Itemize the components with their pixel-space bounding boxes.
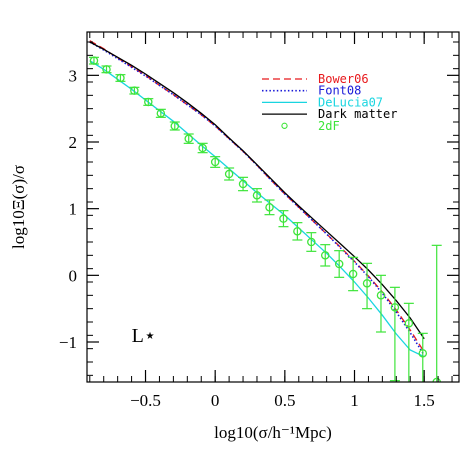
x-tick-label: −0.5 — [130, 391, 161, 410]
legend-label-font08: Font08 — [318, 84, 361, 98]
data-point-2df — [130, 86, 139, 95]
data-point-2df — [144, 97, 153, 107]
y-tick-label: −1 — [59, 333, 77, 352]
x-axis-label: log10(σ/h⁻¹Mpc) — [214, 423, 332, 442]
annotation-lstar: L⋆ — [132, 325, 157, 347]
data-point-2df — [224, 169, 234, 179]
data-point-2df — [362, 279, 372, 288]
y-tick-label: 3 — [69, 66, 78, 85]
data-point-2df — [156, 109, 166, 118]
ticks-layer: −0.5 0 0.5 1 1.5 −1 0 1 2 3 — [59, 32, 459, 410]
data-point-2df — [279, 214, 288, 223]
x-tick-label: 1 — [350, 391, 359, 410]
data-point-2df — [170, 121, 180, 131]
data-point-2df — [238, 179, 248, 189]
data-point-2df — [293, 227, 302, 236]
data-point-2df — [265, 203, 274, 212]
data-point-2df — [334, 259, 344, 269]
data-point-2df — [320, 251, 330, 260]
y-tick-label: 0 — [69, 266, 78, 285]
legend-label-delucia07: DeLucia07 — [318, 95, 383, 109]
plot-frame — [86, 31, 460, 383]
x-tick-label: 0.5 — [274, 391, 295, 410]
data-point-2df — [184, 134, 193, 143]
series-layer — [88, 40, 442, 382]
data-point-2df — [418, 349, 428, 358]
data-point-2df — [376, 291, 386, 300]
legend-label-bower06: Bower06 — [318, 72, 369, 86]
data-point-2df — [404, 319, 414, 328]
data-point-2df — [116, 73, 125, 83]
data-point-2df — [307, 237, 316, 247]
series-line-dark-matter — [89, 41, 425, 340]
data-point-2df — [89, 56, 99, 65]
data-point-2df — [390, 303, 400, 312]
y-tick-label: 2 — [69, 133, 78, 152]
data-point-2df — [210, 157, 220, 167]
y-tick-label: 1 — [69, 200, 78, 219]
legend-label-dark-matter: Dark matter — [318, 107, 397, 121]
legend-marker-2df — [281, 122, 288, 129]
data-point-2df — [198, 143, 207, 153]
data-point-2df — [348, 269, 358, 279]
y-axis-label: log10Ξ(σ)/σ — [9, 165, 28, 249]
x-tick-label: 1.5 — [414, 391, 435, 410]
data-point-2df — [102, 65, 111, 74]
legend-label-2df: 2dF — [318, 119, 340, 133]
data-point-2df — [252, 191, 262, 200]
x-tick-label: 0 — [211, 391, 220, 410]
